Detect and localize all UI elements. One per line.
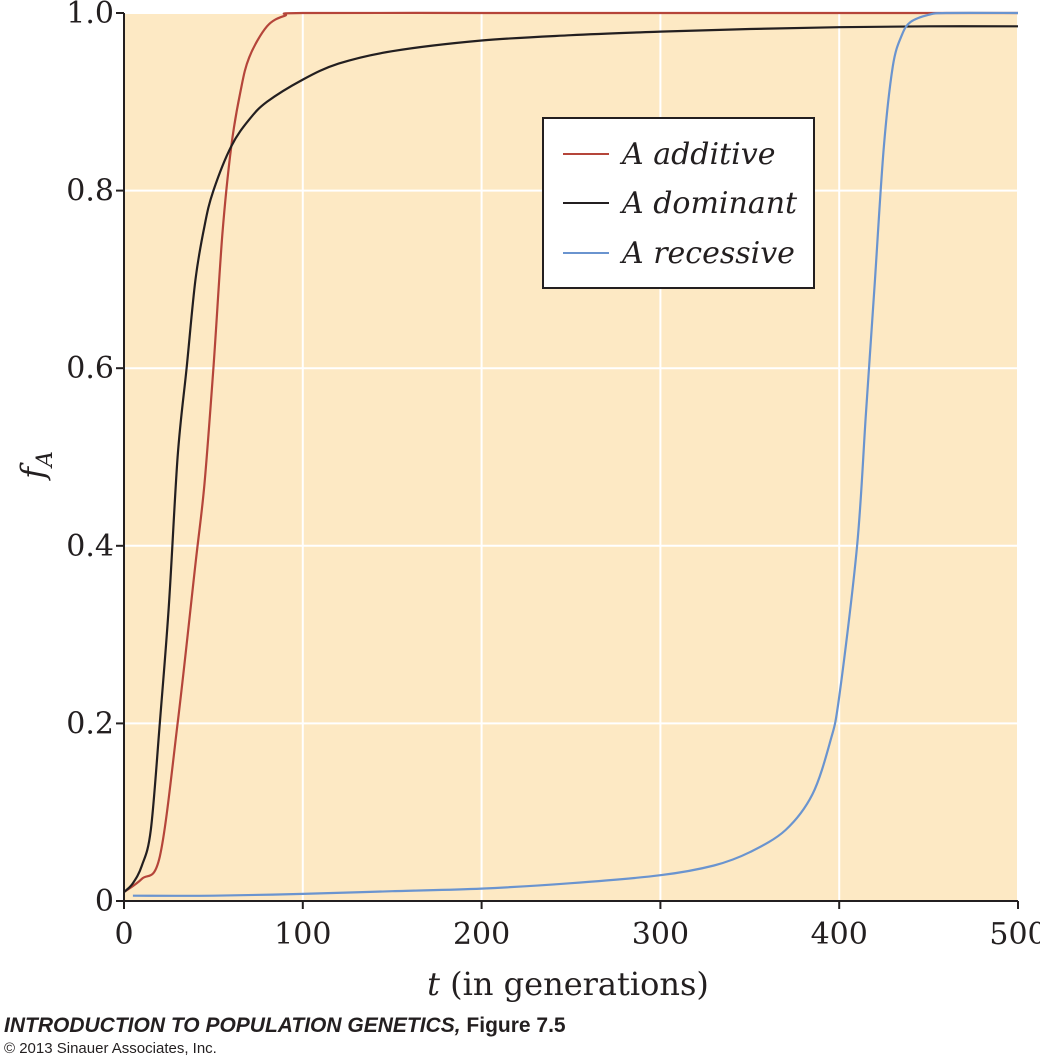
chart: 0 100 200 300 400 500 0 0.2 0.4 0.6 0.8 1.0 t (in g… [14,0,1040,1003]
y-axis-label: fA [14,451,58,481]
legend-label-recessive: A recessive [619,236,795,271]
x-tick-label: 0 [114,917,133,952]
x-axis-label-rest: (in generations) [440,965,709,1003]
figure-number: Figure 7.5 [460,1014,566,1037]
x-tick-label: 400 [811,917,868,952]
series-line-a-dominant [123,25,1019,893]
x-tick-label: 100 [274,917,331,952]
y-axis-label-sub: A [33,451,58,469]
series-lines [123,11,1019,897]
series-line-a-additive [123,11,1018,893]
x-axis-label: t (in generations) [427,965,709,1003]
x-axis-label-var: t [427,965,440,1003]
series-line-a-recessive [132,11,1019,897]
copyright-notice: © 2013 Sinauer Associates, Inc. [4,1040,217,1057]
legend-label-additive: A additive [619,137,775,172]
legend: A additive A dominant A recessive [542,117,815,289]
legend-label-dominant: A dominant [619,186,798,221]
y-tick-label: 0.6 [66,351,114,386]
y-tick-label: 0.8 [66,174,114,209]
figure-caption: INTRODUCTION TO POPULATION GENETICS, Fig… [4,1014,566,1038]
axes [116,12,1019,909]
y-tick-label: 0.2 [66,706,114,741]
tick-labels: 0 100 200 300 400 500 0 0.2 0.4 0.6 0.8 1.0 [66,0,1040,952]
y-tick-label: 0 [95,884,114,919]
book-title: INTRODUCTION TO POPULATION GENETICS, [4,1014,461,1037]
y-tick-label: 0.4 [66,529,114,564]
x-tick-label: 300 [632,917,689,952]
y-tick-label: 1.0 [66,0,114,31]
x-tick-label: 500 [989,917,1040,952]
x-tick-label: 200 [453,917,510,952]
